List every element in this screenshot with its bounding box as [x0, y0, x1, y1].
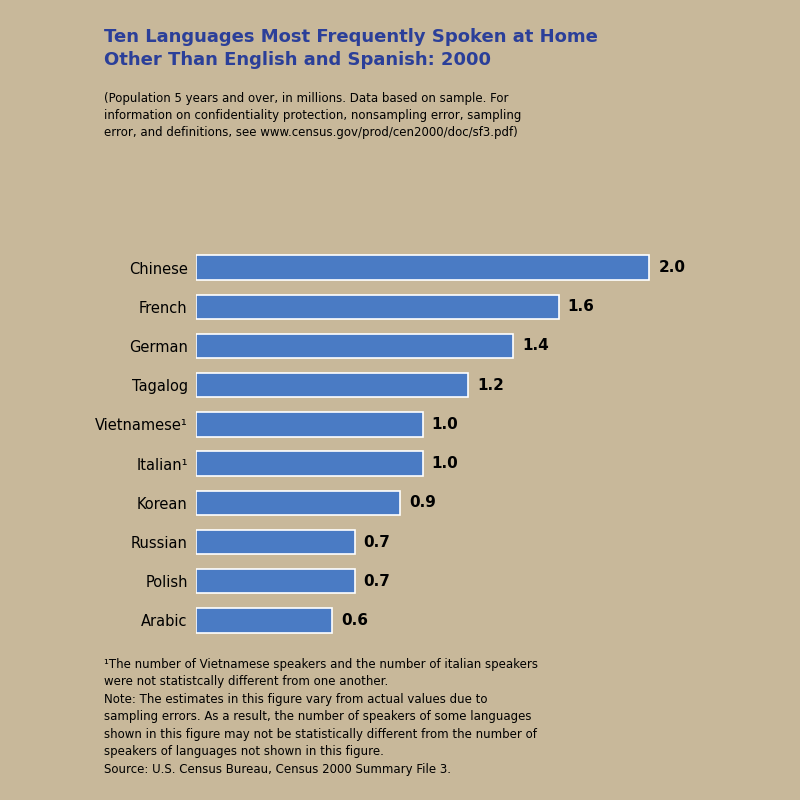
Bar — [196, 530, 354, 554]
Text: 0.6: 0.6 — [341, 613, 368, 628]
Bar — [196, 490, 400, 515]
Bar — [196, 412, 422, 437]
Bar — [196, 373, 468, 398]
Text: Ten Languages Most Frequently Spoken at Home
Other Than English and Spanish: 200: Ten Languages Most Frequently Spoken at … — [104, 28, 598, 69]
Bar — [196, 569, 354, 594]
Text: 1.0: 1.0 — [432, 417, 458, 432]
Text: ¹The number of Vietnamese speakers and the number of italian speakers
were not s: ¹The number of Vietnamese speakers and t… — [104, 658, 538, 776]
Text: 0.7: 0.7 — [364, 534, 390, 550]
Text: 0.9: 0.9 — [409, 495, 436, 510]
Text: (Population 5 years and over, in millions. Data based on sample. For
information: (Population 5 years and over, in million… — [104, 92, 522, 139]
Bar — [196, 334, 514, 358]
Text: 1.4: 1.4 — [522, 338, 549, 354]
Bar — [196, 608, 332, 633]
Bar — [196, 294, 558, 319]
Text: 1.2: 1.2 — [477, 378, 504, 393]
Bar — [196, 255, 650, 280]
Text: 0.7: 0.7 — [364, 574, 390, 589]
Text: 2.0: 2.0 — [658, 260, 686, 275]
Text: 1.6: 1.6 — [568, 299, 594, 314]
Bar — [196, 451, 422, 476]
Text: 1.0: 1.0 — [432, 456, 458, 471]
